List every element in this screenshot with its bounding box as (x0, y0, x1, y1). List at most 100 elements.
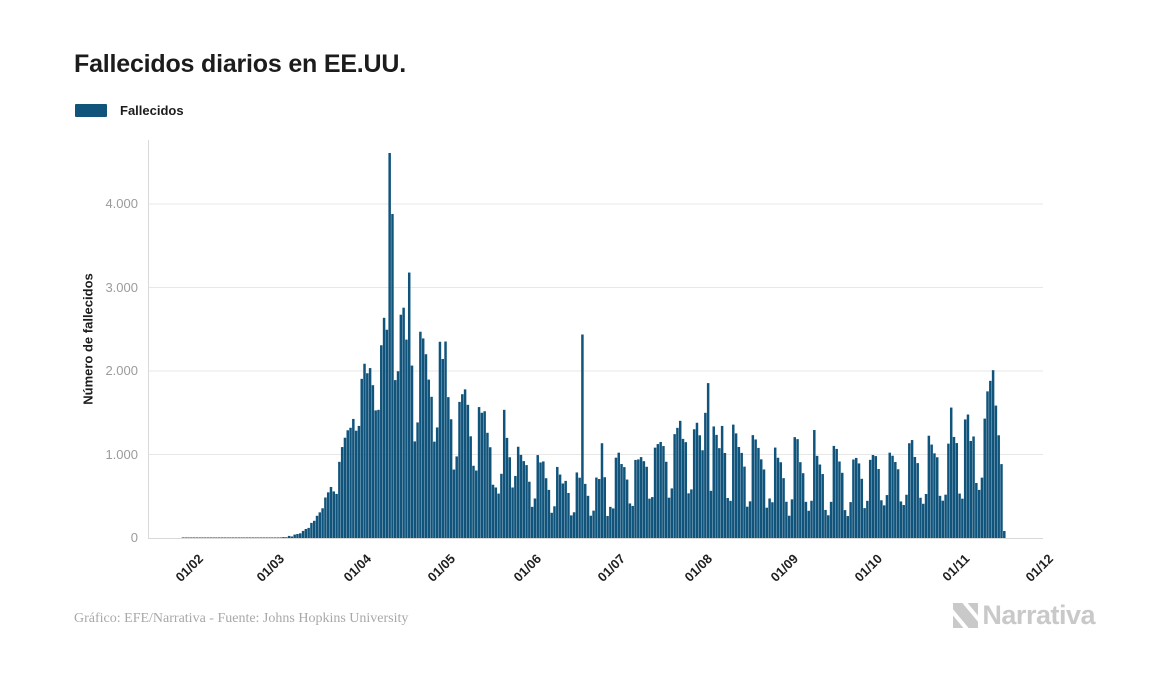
bar (301, 530, 305, 538)
bar (396, 371, 400, 538)
bar (857, 463, 861, 538)
bar (556, 466, 559, 538)
x-tick-label: 01/12 (1022, 551, 1056, 585)
bar (209, 537, 213, 538)
bar (896, 469, 900, 538)
bar (664, 461, 668, 538)
bar (609, 506, 612, 538)
bar (815, 455, 819, 538)
bar (466, 404, 470, 538)
bar (813, 430, 816, 538)
bar (796, 439, 799, 538)
source-credit: Gráfico: EFE/Narrativa - Fuente: Johns H… (74, 611, 409, 626)
bar (1003, 530, 1006, 538)
bar (449, 419, 453, 538)
bar (570, 515, 573, 538)
bar (947, 443, 950, 538)
bar (366, 373, 369, 538)
bar (254, 537, 257, 538)
bar (326, 492, 330, 538)
bar (354, 430, 358, 538)
bar (930, 444, 933, 538)
bar (860, 478, 864, 538)
plot-area (148, 140, 1043, 539)
bar (385, 329, 389, 538)
page-title: Fallecidos diarios en EE.UU. (74, 49, 406, 78)
bar (695, 422, 699, 538)
bar (321, 508, 324, 538)
bar (508, 457, 512, 538)
bar (374, 410, 377, 538)
bar (575, 472, 579, 538)
bar (757, 447, 760, 538)
bar (885, 495, 889, 538)
bar (483, 411, 486, 538)
bar (528, 481, 531, 538)
bar (944, 494, 947, 538)
bar (737, 446, 741, 539)
bar (458, 401, 461, 538)
bar (938, 495, 942, 538)
bar (234, 537, 238, 538)
bar (718, 448, 721, 538)
bar (544, 478, 548, 538)
bar (874, 456, 878, 538)
bar (469, 436, 472, 538)
bar (687, 493, 690, 538)
bar (382, 317, 386, 538)
bar (363, 363, 366, 538)
bar (821, 474, 824, 538)
bar (642, 461, 646, 538)
bar (299, 533, 302, 538)
bar (329, 486, 333, 538)
bar (494, 487, 498, 538)
x-tick-label: 01/09 (768, 551, 802, 585)
bar (273, 537, 277, 538)
bar (891, 455, 894, 538)
bar (734, 433, 738, 538)
bar (659, 441, 662, 539)
bar (991, 370, 995, 538)
bar (285, 537, 288, 538)
bar (405, 339, 408, 538)
bar (871, 455, 875, 538)
bar (360, 378, 363, 538)
bar (623, 467, 626, 538)
bar (421, 338, 425, 538)
bar (430, 396, 433, 538)
bar (268, 537, 271, 538)
bar (843, 510, 847, 538)
bar (975, 482, 978, 538)
bar (394, 380, 397, 538)
x-tick-label: 01/03 (253, 551, 288, 585)
bar (832, 445, 836, 538)
bar (653, 447, 657, 538)
bar (441, 358, 444, 538)
legend-item-fallecidos: Fallecidos (120, 103, 184, 118)
x-tick-label: 01/06 (510, 551, 545, 585)
bar (463, 389, 467, 538)
bar (681, 438, 685, 538)
bar (410, 365, 414, 538)
bar (198, 537, 201, 538)
y-tick-label: 4.000 (105, 196, 138, 211)
bar (377, 409, 380, 538)
narrativa-n-icon (953, 603, 979, 628)
bar (480, 412, 484, 538)
bar (586, 495, 590, 538)
bar (251, 537, 255, 538)
bar (419, 331, 422, 538)
y-axis-tick-labels: 0 1.000 2.000 3.000 4.000 (0, 140, 138, 545)
bar (315, 515, 319, 538)
bar (287, 535, 291, 538)
bar (790, 499, 794, 538)
bar (231, 537, 235, 538)
bar (226, 537, 229, 538)
bar (748, 501, 752, 538)
bar (265, 537, 268, 538)
bar (720, 425, 724, 538)
x-tick-label: 01/10 (851, 551, 886, 585)
bar (304, 528, 308, 538)
bar (603, 477, 607, 538)
bar (768, 498, 771, 538)
